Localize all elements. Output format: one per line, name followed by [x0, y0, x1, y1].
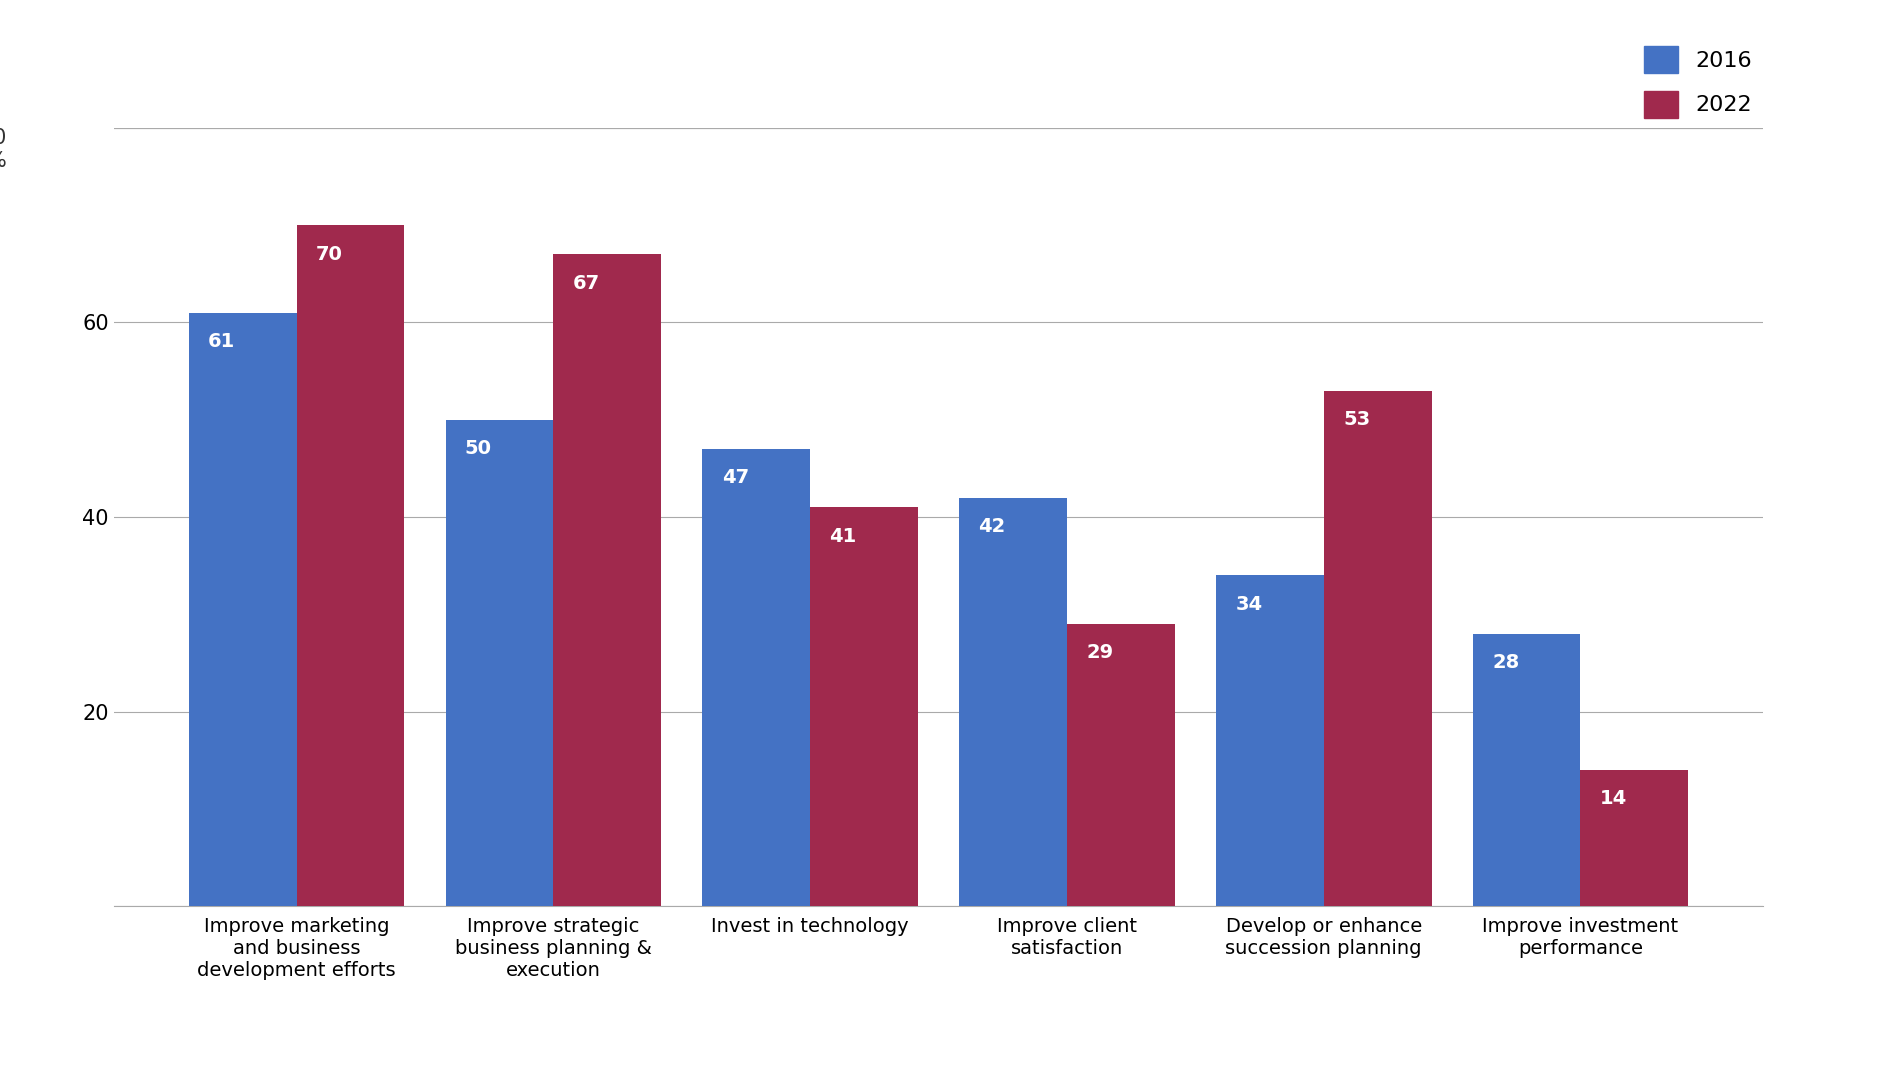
Text: 14: 14: [1600, 789, 1627, 808]
Bar: [1323, 390, 1431, 906]
Bar: [1473, 633, 1581, 906]
Text: 47: 47: [722, 468, 749, 487]
Text: 34: 34: [1236, 595, 1263, 614]
Text: 80
%: 80 %: [0, 128, 6, 172]
Text: 67: 67: [573, 274, 599, 293]
Bar: [1215, 576, 1323, 906]
Bar: [190, 312, 296, 906]
Text: 29: 29: [1086, 644, 1113, 662]
Bar: [1067, 624, 1176, 906]
Bar: [296, 225, 404, 906]
Text: 61: 61: [209, 333, 235, 351]
Legend: 2016, 2022: 2016, 2022: [1644, 46, 1752, 117]
Text: 70: 70: [317, 244, 343, 263]
Bar: [446, 420, 554, 906]
Bar: [702, 449, 810, 906]
Text: 53: 53: [1342, 410, 1371, 429]
Bar: [1581, 770, 1687, 906]
Text: 41: 41: [830, 527, 857, 546]
Text: 50: 50: [465, 439, 491, 458]
Bar: [810, 507, 918, 906]
Bar: [554, 255, 662, 906]
Bar: [959, 498, 1067, 906]
Text: 42: 42: [978, 517, 1005, 536]
Text: 28: 28: [1492, 653, 1519, 673]
